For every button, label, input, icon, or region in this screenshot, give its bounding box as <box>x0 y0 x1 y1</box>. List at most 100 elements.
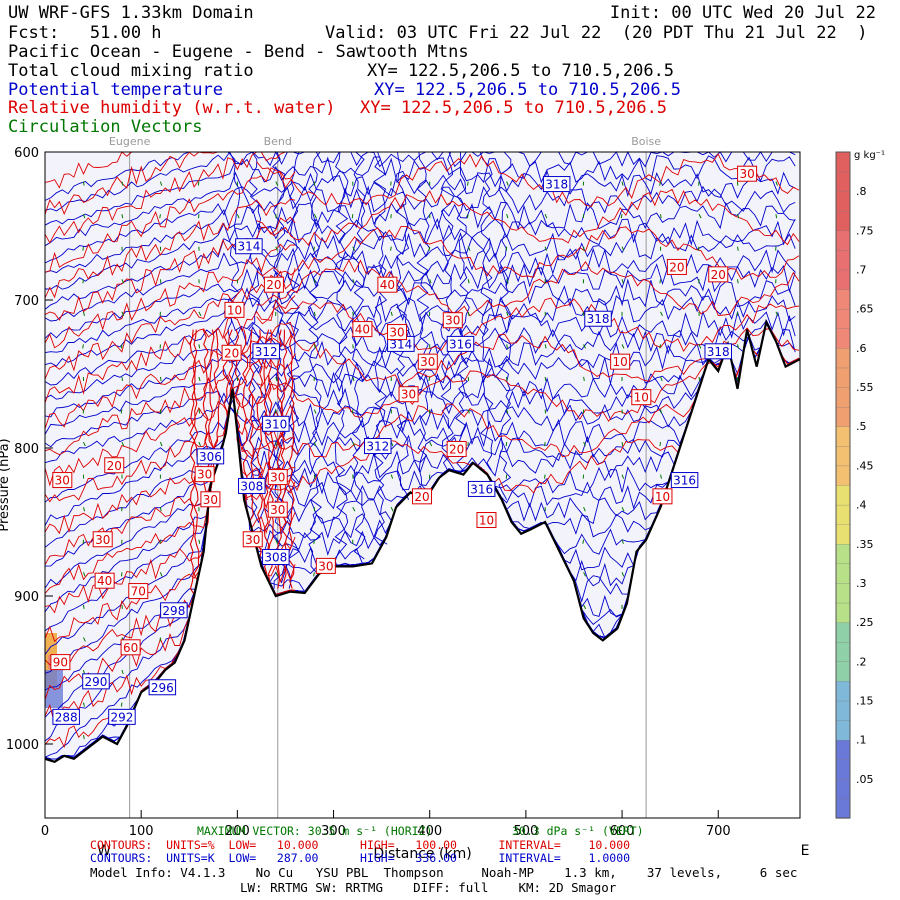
field-relative-humidity: Relative humidity (w.r.t. water) <box>8 98 336 118</box>
location-label: Bend <box>264 135 292 148</box>
circulation-vector <box>506 279 509 284</box>
circulation-vector <box>544 344 547 349</box>
y-axis-label: Pressure (hPa) <box>0 438 12 531</box>
circulation-vector <box>275 572 279 577</box>
rh-contour <box>256 153 800 208</box>
rh-label: 40 <box>380 278 395 292</box>
rh-contour <box>276 329 284 589</box>
circulation-vector <box>621 344 625 349</box>
circulation-vector <box>121 376 123 382</box>
colorbar-cell <box>835 151 851 173</box>
circulation-vector <box>236 213 240 219</box>
circulation-vector <box>429 441 433 447</box>
theta-label-box <box>252 343 280 360</box>
location-label: Boise <box>631 135 661 148</box>
rh-contour <box>44 387 296 566</box>
theta-contour <box>44 319 796 435</box>
location-label: Eugene <box>109 135 151 148</box>
circulation-vector <box>390 474 394 479</box>
rh-label: 90 <box>53 656 68 670</box>
theta-contour <box>395 151 411 500</box>
colorbar: .05 .1 .15 .2 .25 .3 .35 .4 .45 .5 .55 .6 .65 .7 .75 .8… <box>835 150 885 819</box>
theta-contour <box>416 151 431 493</box>
theta-contour <box>373 151 388 545</box>
colorbar-cell <box>835 719 851 741</box>
theta-contour <box>44 155 796 226</box>
circulation-vector <box>544 474 546 479</box>
circulation-vector <box>82 604 85 609</box>
rh-label-box <box>92 531 113 548</box>
theta-label-box <box>670 472 699 489</box>
theta-label: 298 <box>162 604 185 618</box>
theta-label-box <box>584 310 612 327</box>
circulation-vector <box>583 376 585 382</box>
colorbar-cell <box>835 641 851 662</box>
rh-contour <box>44 151 296 244</box>
theta-label-box <box>196 448 225 465</box>
rh-contour <box>267 329 275 582</box>
colorbar-tick-label: .4 <box>856 499 867 512</box>
colorbar-cell <box>835 621 851 643</box>
init-time: Init: 00 UTC Wed 20 Jul 22 <box>609 3 876 23</box>
rh-label-box <box>104 457 125 474</box>
colorbar-cell <box>835 191 851 212</box>
rh-label-box <box>476 512 497 529</box>
theta-label: 314 <box>237 240 260 254</box>
theta-label: 316 <box>470 482 493 496</box>
rh-contour <box>256 226 800 280</box>
rh-label: 10 <box>634 391 649 405</box>
colorbar-cell <box>835 798 851 819</box>
rh-contour <box>44 321 296 430</box>
circulation-vector <box>390 181 392 186</box>
theta-label: 308 <box>264 551 287 565</box>
rh-label-box <box>398 386 419 403</box>
circulation-vector <box>428 376 431 382</box>
theta-contour <box>44 150 796 212</box>
axes-layer: 0 100 200 300 400 500 600 700 600 700 800 900 1000 Pr… <box>0 146 809 860</box>
colorbar-frame <box>835 151 851 819</box>
rh-label: 20 <box>107 459 122 473</box>
circulation-vector <box>352 506 356 512</box>
rh-label: 20 <box>711 268 726 282</box>
colorbar-tick-label: .15 <box>856 694 874 707</box>
theta-contour <box>479 151 494 471</box>
cross-section-route: Pacific Ocean - Eugene - Bend - Sawtooth… <box>8 42 469 62</box>
theta-label: 306 <box>199 450 222 464</box>
rh-contour <box>44 387 296 594</box>
circulation-vector <box>390 246 392 251</box>
circulation-vector <box>121 181 124 186</box>
circulation-vector <box>583 604 587 610</box>
theta-label: 290 <box>85 675 108 689</box>
circulation-vector <box>121 669 124 675</box>
title-domain: UW WRF-GFS 1.33km Domain <box>8 3 254 23</box>
rh-label-box <box>737 165 758 182</box>
circulation-vector <box>506 311 509 316</box>
colorbar-tick-label: .45 <box>856 459 874 472</box>
colorbar-cell <box>835 680 851 702</box>
rh-label: 20 <box>266 278 281 292</box>
rh-label-box <box>631 389 652 406</box>
colorbar-cell <box>835 602 851 623</box>
theta-contour <box>497 151 512 501</box>
circulation-vector <box>698 213 702 219</box>
circulation-vector <box>313 311 316 316</box>
circulation-vector <box>352 246 356 251</box>
circulation-vector <box>120 702 123 707</box>
theta-label-box <box>364 438 392 455</box>
theta-contour-info: CONTOURS: UNITS=K LOW= 287.00 HIGH= 336.… <box>90 851 631 865</box>
colorbar-cell <box>835 563 851 584</box>
rh-contour <box>256 329 264 560</box>
circulation-vector <box>121 214 124 219</box>
rh-contour <box>44 198 296 299</box>
circulation-vector <box>660 474 662 479</box>
colorbar-cell <box>835 249 851 271</box>
theta-label-box <box>148 679 177 696</box>
rh-label: 30 <box>401 388 416 402</box>
model-info-physics: LW: RRTMG SW: RRTMG DIFF: full KM: 2D Sm… <box>240 880 617 895</box>
colorbar-cell <box>835 524 851 545</box>
circulation-vector <box>275 539 279 544</box>
theta-contour <box>44 185 796 264</box>
theta-contour <box>440 151 455 471</box>
rh-label: 40 <box>97 574 112 588</box>
colorbar-cell <box>835 230 851 251</box>
